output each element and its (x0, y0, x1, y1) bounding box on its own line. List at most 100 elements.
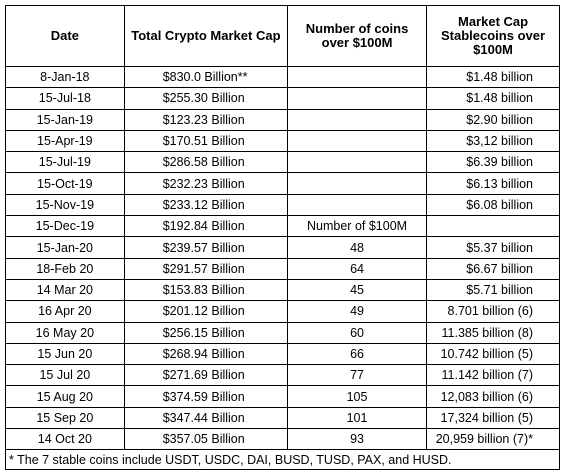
table-container: Date Total Crypto Market Cap Number of coi… (5, 5, 560, 470)
table-cell: 18-Feb 20 (5, 257, 125, 280)
table-row: 15-Apr-19 $170.51 Billion $3,12 billion (5, 129, 560, 153)
table-cell: $256.15 Billion (123, 321, 289, 344)
table-cell: $6.13 billion (426, 172, 560, 195)
table-cell: 93 (287, 428, 428, 451)
table-cell: 16 May 20 (5, 321, 125, 344)
table-cell (287, 87, 428, 110)
column-header: Total Crypto Market Cap (123, 5, 289, 67)
table-cell: $1.48 billion (426, 65, 560, 89)
table-cell: $286.58 Billion (123, 151, 289, 174)
table-cell: 16 Apr 20 (5, 300, 125, 323)
table-cell: $6.39 billion (426, 151, 560, 174)
table-cell: $192.84 Billion (123, 215, 289, 238)
table-row: 14 Mar 20 $153.83 Billion 45 $5.71 billion (5, 278, 560, 302)
table-cell: 15 Aug 20 (5, 385, 125, 408)
table-cell: 15-Oct-19 (5, 172, 125, 195)
table-cell: 14 Mar 20 (5, 278, 125, 302)
table-cell: $232.23 Billion (123, 172, 289, 195)
table-cell: $271.69 Billion (123, 364, 289, 387)
table-row: 15-Jan-20 $239.57 Billion 48 $5.37 billion (5, 236, 560, 259)
table-row: 18-Feb 20 $291.57 Billion 64 $6.67 billion (5, 257, 560, 280)
table-row: 15-Jul-19 $286.58 Billion $6.39 billion (5, 151, 560, 174)
table-cell: 17,324 billion (5) (426, 406, 560, 430)
table-cell: $830.0 Billion** (123, 65, 289, 89)
table-cell: $347.44 Billion (123, 406, 289, 430)
table-cell (426, 215, 560, 238)
table-cell: 77 (287, 364, 428, 387)
table-row: 15 Sep 20 $347.44 Billion 101 17,324 billio… (5, 406, 560, 430)
table-row: 15 Jun 20 $268.94 Billion 66 10.742 billion… (5, 342, 560, 366)
table-cell: $268.94 Billion (123, 342, 289, 366)
table-cell: $5.71 billion (426, 278, 560, 302)
table-cell: $255.30 Billion (123, 87, 289, 110)
column-header: Date (5, 5, 125, 67)
table-cell: 48 (287, 236, 428, 259)
table-cell (287, 65, 428, 89)
column-header: Market Cap Stablecoins over $100M (426, 5, 560, 67)
table-cell: $233.12 Billion (123, 193, 289, 217)
footnote: * The 7 stable coins include USDT, USDC,… (5, 449, 560, 470)
table-cell: 15 Jul 20 (5, 364, 125, 387)
table-cell (287, 193, 428, 217)
table-cell: 15-Nov-19 (5, 193, 125, 217)
table-cell: $201.12 Billion (123, 300, 289, 323)
table-cell: 15-Jul-18 (5, 87, 125, 110)
table-cell: $153.83 Billion (123, 278, 289, 302)
table-cell: 11.142 billion (7) (426, 364, 560, 387)
table-cell: $6.67 billion (426, 257, 560, 280)
table: Date Total Crypto Market Cap Number of coi… (5, 5, 560, 470)
table-cell: $2.90 billion (426, 108, 560, 131)
table-cell: $3,12 billion (426, 129, 560, 153)
table-cell (287, 151, 428, 174)
table-cell: 15 Sep 20 (5, 406, 125, 430)
table-row: 15-Jan-19 $123.23 Billion $2.90 billion (5, 108, 560, 131)
table-cell: 10.742 billion (5) (426, 342, 560, 366)
table-cell: $170.51 Billion (123, 129, 289, 153)
table-cell: $1.48 billion (426, 87, 560, 110)
table-row: 15 Aug 20 $374.59 Billion 105 12,083 billio… (5, 385, 560, 408)
table-cell: $291.57 Billion (123, 257, 289, 280)
table-cell: 15-Dec-19 (5, 215, 125, 238)
table-cell: 11.385 billion (8) (426, 321, 560, 344)
table-cell: 15 Jun 20 (5, 342, 125, 366)
table-cell: $123.23 Billion (123, 108, 289, 131)
table-row: 15-Oct-19 $232.23 Billion $6.13 billion (5, 172, 560, 195)
table-cell: 64 (287, 257, 428, 280)
table-cell: 49 (287, 300, 428, 323)
table-cell: 60 (287, 321, 428, 344)
table-cell: 14 Oct 20 (5, 428, 125, 451)
table-cell: $357.05 Billion (123, 428, 289, 451)
table-row: 16 May 20 $256.15 Billion 60 11.385 billion… (5, 321, 560, 344)
table-row: 15-Dec-19 $192.84 Billion Number of $100M (5, 215, 560, 238)
table-cell: 20,959 billion (7)* (426, 428, 560, 451)
table-cell: 15-Apr-19 (5, 129, 125, 153)
table-row: 16 Apr 20 $201.12 Billion 49 8.701 billion … (5, 300, 560, 323)
table-cell: $5.37 billion (426, 236, 560, 259)
table-cell: $374.59 Billion (123, 385, 289, 408)
table-cell: $6.08 billion (426, 193, 560, 217)
table-cell: 105 (287, 385, 428, 408)
footnote-row: * The 7 stable coins include USDT, USDC,… (5, 449, 560, 470)
header-row: Date Total Crypto Market Cap Number of coi… (5, 5, 560, 67)
table-row: 14 Oct 20 $357.05 Billion 93 20,959 billion… (5, 428, 560, 451)
column-header: Number of coins over $100M (287, 5, 428, 67)
table-cell: $239.57 Billion (123, 236, 289, 259)
table-cell (287, 172, 428, 195)
table-cell: 101 (287, 406, 428, 430)
table-cell: 66 (287, 342, 428, 366)
table-cell: 8.701 billion (6) (426, 300, 560, 323)
table-cell: 8-Jan-18 (5, 65, 125, 89)
table-cell (287, 129, 428, 153)
table-cell: 45 (287, 278, 428, 302)
table-row: 8-Jan-18 $830.0 Billion** $1.48 billion (5, 65, 560, 89)
table-row: 15-Nov-19 $233.12 Billion $6.08 billion (5, 193, 560, 217)
table-cell: 15-Jan-19 (5, 108, 125, 131)
table-row: 15 Jul 20 $271.69 Billion 77 11.142 billion… (5, 364, 560, 387)
table-cell: Number of $100M (287, 215, 428, 238)
table-row: 15-Jul-18 $255.30 Billion $1.48 billion (5, 87, 560, 110)
table-cell: 15-Jul-19 (5, 151, 125, 174)
table-cell: 15-Jan-20 (5, 236, 125, 259)
table-cell (287, 108, 428, 131)
table-cell: 12,083 billion (6) (426, 385, 560, 408)
table-body: 8-Jan-18 $830.0 Billion** $1.48 billion 15-… (5, 65, 560, 470)
